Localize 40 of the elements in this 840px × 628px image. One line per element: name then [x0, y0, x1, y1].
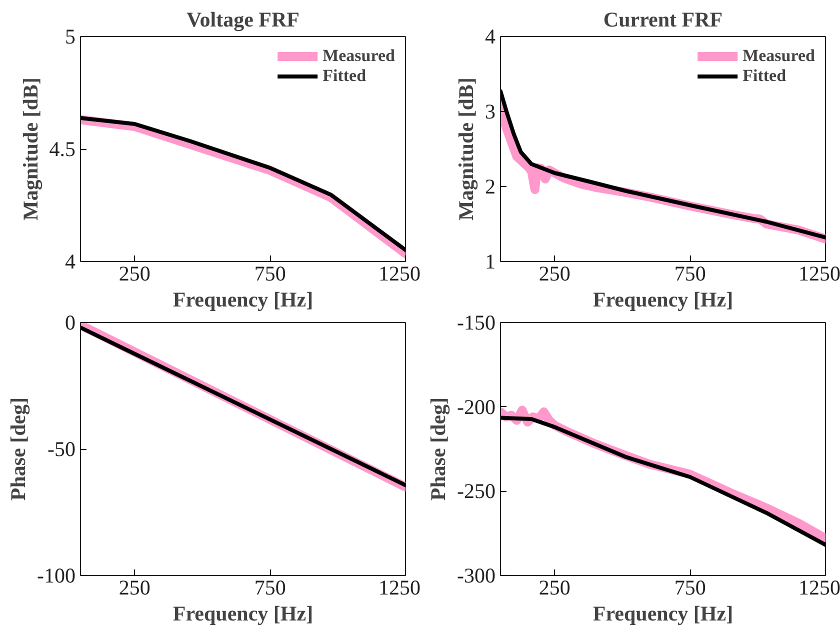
x-tick-label: 750 [254, 576, 286, 600]
y-tick-label: -250 [457, 479, 496, 504]
chart-title: Current FRF [603, 8, 723, 32]
y-tick-label: 4 [485, 24, 496, 48]
y-tick-label: 5 [65, 24, 76, 48]
y-axis-title: Magnitude [dB] [454, 78, 478, 220]
x-tick-label: 250 [118, 262, 150, 286]
x-tick-label: 250 [118, 576, 150, 600]
x-axis-title: Frequency [Hz] [172, 288, 314, 312]
y-axis-title: Phase [deg] [426, 397, 450, 501]
legend-label: Fitted [322, 66, 366, 86]
x-tick-label: 250 [538, 262, 570, 286]
y-axis-title: Magnitude [dB] [18, 78, 42, 220]
chart-title: Voltage FRF [186, 8, 300, 32]
y-tick-label: 3 [485, 100, 496, 124]
x-tick-label: 1250 [798, 576, 840, 600]
legend-label: Fitted [742, 66, 786, 86]
x-tick-label: 1250 [378, 576, 420, 600]
y-tick-label: -200 [457, 394, 496, 419]
y-tick-label: 0 [65, 310, 76, 334]
y-tick-label: -100 [37, 564, 76, 588]
x-tick-label: 750 [254, 262, 286, 286]
y-tick-label: 4 [65, 250, 76, 274]
x-axis-title: Frequency [Hz] [592, 602, 734, 626]
x-tick-label: 1250 [378, 262, 420, 286]
y-tick-label: 1 [485, 250, 496, 274]
legend-label: Measured [322, 46, 395, 66]
x-tick-label: 1250 [798, 262, 840, 286]
x-tick-label: 750 [674, 576, 706, 600]
y-tick-label: 4.5 [49, 137, 76, 161]
x-tick-label: 250 [538, 576, 570, 600]
y-tick-label: -150 [457, 310, 496, 334]
y-tick-label: 2 [485, 174, 496, 198]
y-tick-label: -300 [457, 564, 496, 588]
y-axis-title: Phase [deg] [6, 397, 30, 501]
x-tick-label: 750 [674, 262, 706, 286]
x-axis-title: Frequency [Hz] [172, 602, 314, 626]
legend-label: Measured [742, 46, 815, 66]
y-tick-label: -50 [48, 437, 76, 461]
x-axis-title: Frequency [Hz] [592, 288, 734, 312]
